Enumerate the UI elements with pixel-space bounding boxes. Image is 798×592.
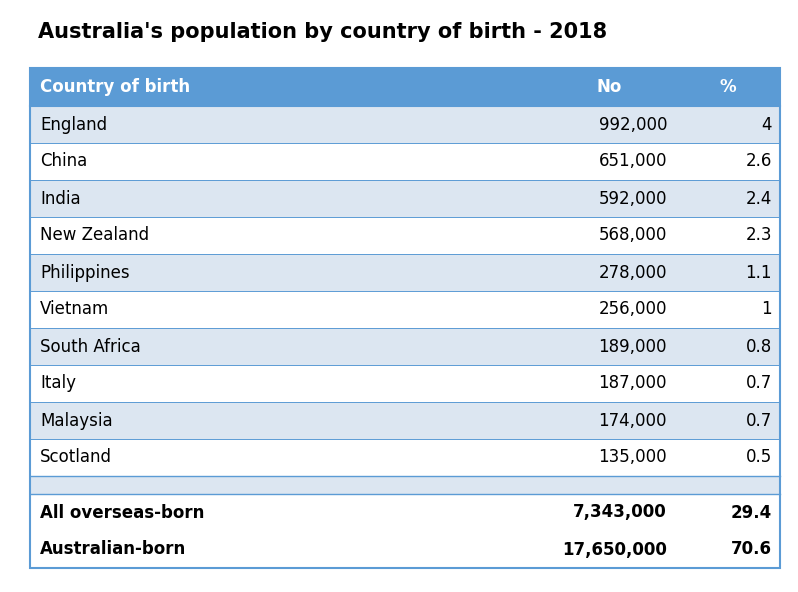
Text: Malaysia: Malaysia	[40, 411, 113, 430]
Text: England: England	[40, 115, 107, 134]
Text: 4: 4	[761, 115, 772, 134]
Text: Australian-born: Australian-born	[40, 540, 186, 558]
Text: 0.7: 0.7	[746, 375, 772, 392]
Bar	[30, 143, 780, 180]
Text: 1: 1	[761, 301, 772, 318]
Bar	[30, 68, 780, 106]
Text: 256,000: 256,000	[598, 301, 667, 318]
Bar	[30, 291, 780, 328]
Bar	[30, 180, 780, 217]
Bar	[30, 365, 780, 402]
Text: Italy: Italy	[40, 375, 76, 392]
Bar	[30, 476, 780, 494]
Text: China: China	[40, 153, 87, 170]
Bar	[30, 68, 780, 568]
Text: Scotland: Scotland	[40, 449, 112, 466]
Text: 568,000: 568,000	[598, 227, 667, 244]
Text: New Zealand: New Zealand	[40, 227, 149, 244]
Text: 592,000: 592,000	[598, 189, 667, 208]
Bar	[30, 531, 780, 568]
Text: Vietnam: Vietnam	[40, 301, 109, 318]
Text: 651,000: 651,000	[598, 153, 667, 170]
Bar	[30, 254, 780, 291]
Text: 7,343,000: 7,343,000	[573, 504, 667, 522]
Text: 135,000: 135,000	[598, 449, 667, 466]
Text: Australia's population by country of birth - 2018: Australia's population by country of bir…	[38, 22, 607, 42]
Bar	[30, 494, 780, 531]
Text: No: No	[597, 78, 622, 96]
Text: 2.4: 2.4	[745, 189, 772, 208]
Text: 189,000: 189,000	[598, 337, 667, 356]
Text: 187,000: 187,000	[598, 375, 667, 392]
Text: 1.1: 1.1	[745, 263, 772, 282]
Text: %: %	[719, 78, 736, 96]
Bar	[30, 328, 780, 365]
Text: 0.8: 0.8	[746, 337, 772, 356]
Text: 174,000: 174,000	[598, 411, 667, 430]
Bar	[30, 439, 780, 476]
Text: 992,000: 992,000	[598, 115, 667, 134]
Text: South Africa: South Africa	[40, 337, 140, 356]
Text: 0.5: 0.5	[746, 449, 772, 466]
Text: 70.6: 70.6	[731, 540, 772, 558]
Text: Country of birth: Country of birth	[40, 78, 190, 96]
Bar	[30, 402, 780, 439]
Text: 2.6: 2.6	[745, 153, 772, 170]
Bar	[30, 106, 780, 143]
Text: 2.3: 2.3	[745, 227, 772, 244]
Bar	[30, 217, 780, 254]
Text: Philippines: Philippines	[40, 263, 129, 282]
Text: 17,650,000: 17,650,000	[562, 540, 667, 558]
Text: 0.7: 0.7	[746, 411, 772, 430]
Text: All overseas-born: All overseas-born	[40, 504, 204, 522]
Text: 29.4: 29.4	[731, 504, 772, 522]
Text: India: India	[40, 189, 81, 208]
Text: 278,000: 278,000	[598, 263, 667, 282]
